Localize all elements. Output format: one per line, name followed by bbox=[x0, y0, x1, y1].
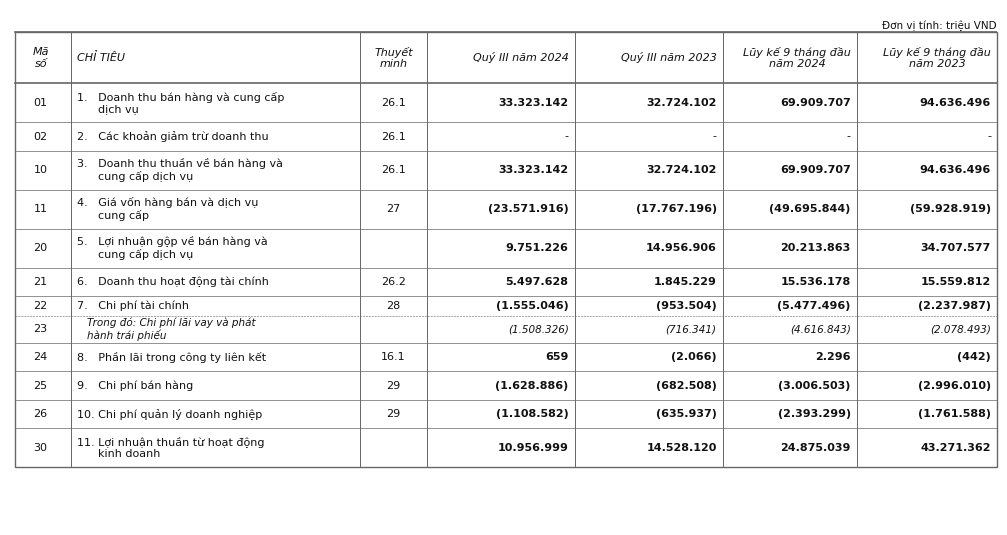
Text: (17.767.196): (17.767.196) bbox=[635, 204, 717, 214]
Text: 69.909.707: 69.909.707 bbox=[780, 98, 851, 108]
Text: 14.528.120: 14.528.120 bbox=[646, 443, 717, 453]
Text: 10.956.999: 10.956.999 bbox=[497, 443, 569, 453]
Text: 16.1: 16.1 bbox=[382, 352, 406, 362]
Text: 27: 27 bbox=[387, 204, 401, 214]
Text: 1.   Doanh thu bán hàng và cung cấp
      dịch vụ: 1. Doanh thu bán hàng và cung cấp dịch v… bbox=[78, 91, 285, 114]
Text: 32.724.102: 32.724.102 bbox=[646, 165, 717, 175]
Text: 11: 11 bbox=[33, 204, 47, 214]
Text: (682.508): (682.508) bbox=[656, 380, 717, 391]
Text: 02: 02 bbox=[33, 132, 47, 142]
Text: Trong đó: Chi phí lãi vay và phát
hành trái phiếu: Trong đó: Chi phí lãi vay và phát hành t… bbox=[87, 317, 256, 341]
Text: 33.323.142: 33.323.142 bbox=[498, 165, 569, 175]
Text: (5.477.496): (5.477.496) bbox=[777, 301, 851, 311]
Text: (2.078.493): (2.078.493) bbox=[930, 324, 991, 334]
Text: 9.   Chi phí bán hàng: 9. Chi phí bán hàng bbox=[78, 380, 193, 391]
Text: (3.006.503): (3.006.503) bbox=[778, 380, 851, 391]
Text: 20: 20 bbox=[33, 243, 47, 253]
Text: 26.2: 26.2 bbox=[381, 277, 406, 287]
Text: (23.571.916): (23.571.916) bbox=[487, 204, 569, 214]
Text: 10. Chi phí quản lý doanh nghiệp: 10. Chi phí quản lý doanh nghiệp bbox=[78, 409, 263, 419]
Text: 7.   Chi phí tài chính: 7. Chi phí tài chính bbox=[78, 301, 189, 311]
Text: (1.761.588): (1.761.588) bbox=[918, 409, 991, 419]
Text: 9.751.226: 9.751.226 bbox=[506, 243, 569, 253]
Text: Lũy kế 9 tháng đầu
năm 2024: Lũy kế 9 tháng đầu năm 2024 bbox=[743, 47, 851, 69]
Text: 43.271.362: 43.271.362 bbox=[920, 443, 991, 453]
Text: (2.996.010): (2.996.010) bbox=[918, 380, 991, 391]
Text: Lũy kế 9 tháng đầu
năm 2023: Lũy kế 9 tháng đầu năm 2023 bbox=[883, 47, 991, 69]
Text: 15.536.178: 15.536.178 bbox=[780, 277, 851, 287]
Text: 20.213.863: 20.213.863 bbox=[780, 243, 851, 253]
Text: 26.1: 26.1 bbox=[381, 165, 406, 175]
Text: Mã
số: Mã số bbox=[32, 47, 49, 68]
Text: 33.323.142: 33.323.142 bbox=[498, 98, 569, 108]
Text: (716.341): (716.341) bbox=[666, 324, 717, 334]
Text: 25: 25 bbox=[33, 380, 47, 391]
Text: 5.   Lợi nhuận gộp về bán hàng và
      cung cấp dịch vụ: 5. Lợi nhuận gộp về bán hàng và cung cấp… bbox=[78, 236, 268, 260]
Text: 30: 30 bbox=[33, 443, 47, 453]
Text: 94.636.496: 94.636.496 bbox=[919, 98, 991, 108]
Text: Quý III năm 2024: Quý III năm 2024 bbox=[472, 52, 569, 64]
Text: (49.695.844): (49.695.844) bbox=[769, 204, 851, 214]
Text: 659: 659 bbox=[545, 352, 569, 362]
Text: (1.108.582): (1.108.582) bbox=[495, 409, 569, 419]
Text: 26.1: 26.1 bbox=[381, 132, 406, 142]
Text: 4.   Giá vốn hàng bán và dịch vụ
      cung cấp: 4. Giá vốn hàng bán và dịch vụ cung cấp bbox=[78, 197, 259, 221]
Text: 24.875.039: 24.875.039 bbox=[780, 443, 851, 453]
Text: 22: 22 bbox=[33, 301, 47, 311]
Text: 5.497.628: 5.497.628 bbox=[506, 277, 569, 287]
Text: 32.724.102: 32.724.102 bbox=[646, 98, 717, 108]
Text: (635.937): (635.937) bbox=[656, 409, 717, 419]
Text: Thuyết
minh: Thuyết minh bbox=[375, 47, 413, 69]
Text: -: - bbox=[713, 132, 717, 142]
Text: 29: 29 bbox=[387, 380, 401, 391]
Text: 29: 29 bbox=[387, 409, 401, 419]
Text: 21: 21 bbox=[33, 277, 47, 287]
Text: -: - bbox=[847, 132, 851, 142]
Text: 26: 26 bbox=[33, 409, 47, 419]
Text: 1.845.229: 1.845.229 bbox=[654, 277, 717, 287]
Text: CHỈ TIÊU: CHỈ TIÊU bbox=[78, 52, 125, 63]
Text: (2.393.299): (2.393.299) bbox=[777, 409, 851, 419]
Text: Đơn vị tính: triệu VND: Đơn vị tính: triệu VND bbox=[882, 21, 997, 32]
Text: (59.928.919): (59.928.919) bbox=[910, 204, 991, 214]
Text: -: - bbox=[565, 132, 569, 142]
Text: 23: 23 bbox=[33, 324, 47, 334]
Text: (1.508.326): (1.508.326) bbox=[508, 324, 569, 334]
Text: (2.066): (2.066) bbox=[671, 352, 717, 362]
Text: (442): (442) bbox=[958, 352, 991, 362]
Text: (4.616.843): (4.616.843) bbox=[790, 324, 851, 334]
Text: 2.   Các khoản giảm trừ doanh thu: 2. Các khoản giảm trừ doanh thu bbox=[78, 131, 269, 142]
Text: 34.707.577: 34.707.577 bbox=[920, 243, 991, 253]
Text: Quý III năm 2023: Quý III năm 2023 bbox=[620, 52, 717, 64]
Bar bbox=[15, 33, 997, 468]
Text: (1.555.046): (1.555.046) bbox=[495, 301, 569, 311]
Text: 26.1: 26.1 bbox=[381, 98, 406, 108]
Text: 01: 01 bbox=[33, 98, 47, 108]
Text: 8.   Phần lãi trong công ty liên kết: 8. Phần lãi trong công ty liên kết bbox=[78, 351, 266, 363]
Text: (953.504): (953.504) bbox=[656, 301, 717, 311]
Text: 28: 28 bbox=[387, 301, 401, 311]
Text: 10: 10 bbox=[33, 165, 47, 175]
Text: 6.   Doanh thu hoạt động tài chính: 6. Doanh thu hoạt động tài chính bbox=[78, 277, 269, 287]
Text: 2.296: 2.296 bbox=[816, 352, 851, 362]
Text: 3.   Doanh thu thuần về bán hàng và
      cung cấp dịch vụ: 3. Doanh thu thuần về bán hàng và cung c… bbox=[78, 158, 283, 182]
Text: (1.628.886): (1.628.886) bbox=[495, 380, 569, 391]
Text: 15.559.812: 15.559.812 bbox=[920, 277, 991, 287]
Text: 69.909.707: 69.909.707 bbox=[780, 165, 851, 175]
Text: 94.636.496: 94.636.496 bbox=[919, 165, 991, 175]
Text: 24: 24 bbox=[33, 352, 47, 362]
Text: 14.956.906: 14.956.906 bbox=[645, 243, 717, 253]
Text: -: - bbox=[987, 132, 991, 142]
Text: 11. Lợi nhuận thuần từ hoạt động
      kinh doanh: 11. Lợi nhuận thuần từ hoạt động kinh do… bbox=[78, 437, 265, 459]
Text: (2.237.987): (2.237.987) bbox=[918, 301, 991, 311]
